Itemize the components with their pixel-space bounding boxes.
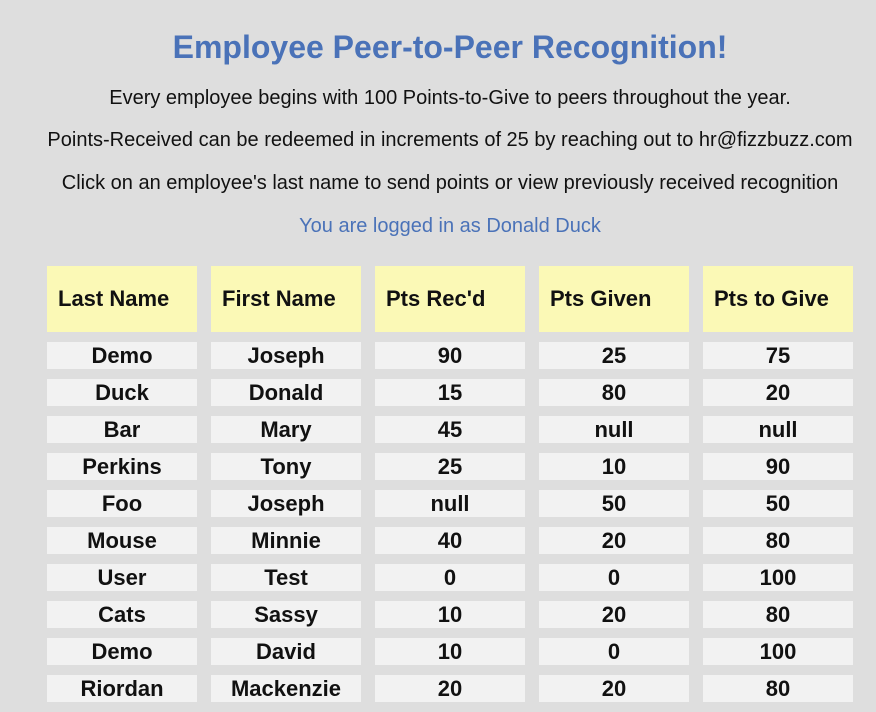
table-row: User Test 0 0 100 [47,564,853,591]
pts-given-cell: 0 [539,564,689,591]
intro-text-instructions: Click on an employee's last name to send… [61,172,839,194]
column-header-last-name: Last Name [47,266,197,332]
last-name-cell[interactable]: Perkins [47,453,197,480]
logged-in-status: You are logged in as Donald Duck [299,215,601,237]
column-header-pts-given: Pts Given [539,266,689,332]
table-row: Duck Donald 15 80 20 [47,379,853,406]
employee-table-body: Demo Joseph 90 25 75 Duck Donald 15 80 20 Bar Mary 4… [47,342,853,702]
pts-to-give-cell: 100 [703,638,853,665]
first-name-cell: Test [211,564,361,591]
pts-received-cell: 90 [375,342,525,369]
last-name-cell[interactable]: Cats [47,601,197,628]
column-header-first-name: First Name [211,266,361,332]
pts-received-cell: 15 [375,379,525,406]
first-name-cell: Minnie [211,527,361,554]
pts-to-give-cell: 50 [703,490,853,517]
page-title: Employee Peer-to-Peer Recognition! [172,29,728,65]
table-header-row: Last Name First Name Pts Rec'd Pts Given… [47,266,853,332]
pts-received-cell: 10 [375,638,525,665]
intro-text-redeem: Points-Received can be redeemed in incre… [47,129,853,151]
pts-received-cell: 40 [375,527,525,554]
first-name-cell: Joseph [211,342,361,369]
table-row: Mouse Minnie 40 20 80 [47,527,853,554]
intro-text-points: Every employee begins with 100 Points-to… [109,87,791,109]
pts-received-cell: 25 [375,453,525,480]
last-name-cell[interactable]: Bar [47,416,197,443]
last-name-cell[interactable]: Mouse [47,527,197,554]
pts-to-give-cell: 80 [703,527,853,554]
table-row: Cats Sassy 10 20 80 [47,601,853,628]
pts-to-give-cell: 80 [703,675,853,702]
column-header-pts-to-give: Pts to Give [703,266,853,332]
pts-to-give-cell: 100 [703,564,853,591]
pts-given-cell: 20 [539,527,689,554]
last-name-cell[interactable]: Demo [47,342,197,369]
pts-to-give-cell: 75 [703,342,853,369]
pts-to-give-cell: null [703,416,853,443]
pts-given-cell: 50 [539,490,689,517]
pts-received-cell: 0 [375,564,525,591]
pts-given-cell: 10 [539,453,689,480]
table-row: Perkins Tony 25 10 90 [47,453,853,480]
first-name-cell: Tony [211,453,361,480]
pts-to-give-cell: 20 [703,379,853,406]
last-name-cell[interactable]: Duck [47,379,197,406]
pts-given-cell: 20 [539,601,689,628]
first-name-cell: Mary [211,416,361,443]
table-row: Bar Mary 45 null null [47,416,853,443]
pts-to-give-cell: 80 [703,601,853,628]
table-row: Demo Joseph 90 25 75 [47,342,853,369]
first-name-cell: Joseph [211,490,361,517]
first-name-cell: Donald [211,379,361,406]
pts-given-cell: 25 [539,342,689,369]
table-row: Foo Joseph null 50 50 [47,490,853,517]
pts-to-give-cell: 90 [703,453,853,480]
pts-received-cell: null [375,490,525,517]
pts-received-cell: 45 [375,416,525,443]
pts-received-cell: 10 [375,601,525,628]
last-name-cell[interactable]: Riordan [47,675,197,702]
pts-given-cell: 20 [539,675,689,702]
first-name-cell: Sassy [211,601,361,628]
employee-table: Last Name First Name Pts Rec'd Pts Given… [33,256,867,712]
pts-given-cell: null [539,416,689,443]
pts-given-cell: 80 [539,379,689,406]
last-name-cell[interactable]: User [47,564,197,591]
table-row: Demo David 10 0 100 [47,638,853,665]
column-header-pts-received: Pts Rec'd [375,266,525,332]
pts-received-cell: 20 [375,675,525,702]
first-name-cell: David [211,638,361,665]
last-name-cell[interactable]: Demo [47,638,197,665]
first-name-cell: Mackenzie [211,675,361,702]
last-name-cell[interactable]: Foo [47,490,197,517]
pts-given-cell: 0 [539,638,689,665]
table-row: Riordan Mackenzie 20 20 80 [47,675,853,702]
